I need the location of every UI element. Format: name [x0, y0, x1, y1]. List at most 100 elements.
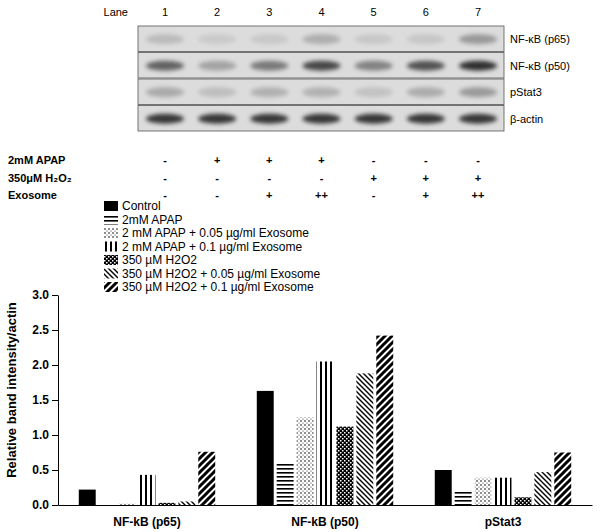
blot-band — [146, 87, 184, 97]
blot-strip — [138, 53, 504, 79]
legend: Control2mM APAP2 mM APAP + 0.05 µg/ml Ex… — [104, 199, 321, 294]
blot-band — [303, 34, 341, 44]
treatment-mark: + — [214, 154, 220, 166]
blot-band — [250, 34, 288, 44]
blot-band — [407, 87, 445, 97]
blot-band — [303, 87, 341, 97]
bar — [139, 475, 156, 505]
blot-band — [407, 114, 445, 124]
treatment-mark: - — [163, 172, 167, 184]
y-tick-mark — [52, 365, 58, 366]
legend-swatch — [104, 269, 118, 279]
blot-band — [355, 61, 393, 71]
y-tick-label: 0.0 — [32, 498, 49, 512]
bar — [178, 502, 195, 506]
bar — [317, 362, 334, 506]
treatment-mark: - — [163, 189, 167, 201]
bars — [79, 336, 571, 505]
y-tick-label: 3.0 — [32, 288, 49, 302]
blot-strip — [138, 79, 504, 105]
blot-band — [303, 61, 341, 71]
treatment-mark: - — [215, 172, 219, 184]
blot-band — [407, 34, 445, 44]
x-axis-line — [59, 505, 593, 506]
row-label: β-actin — [510, 113, 543, 125]
bar — [257, 391, 274, 505]
y-tick-label: 1.0 — [32, 428, 49, 442]
blot-band — [250, 87, 288, 97]
treatment-mark: - — [215, 189, 219, 201]
treatment-mark: + — [266, 189, 272, 201]
legend-swatch — [104, 255, 118, 265]
legend-swatch — [104, 228, 118, 238]
legend-label: 350 µM H2O2 — [122, 253, 197, 267]
legend-label: 350 µM H2O2 + 0.1 µg/ml Exosome — [122, 280, 314, 294]
treatment-mark: + — [370, 172, 376, 184]
treatment-label: Exosome — [8, 189, 57, 201]
figure: Lane1234567NF-κB (p65)NF-κB (p50)pStat3β… — [0, 0, 600, 532]
blot-band — [198, 87, 236, 97]
lane-number: 3 — [266, 6, 272, 18]
treatment-mark: - — [320, 172, 324, 184]
treatment-mark: + — [266, 154, 272, 166]
blot-strip — [138, 26, 504, 52]
bar — [554, 453, 571, 506]
legend-swatch — [104, 282, 118, 292]
x-tick-label: NF-kB (p65) — [113, 515, 180, 529]
legend-swatch — [104, 215, 118, 225]
y-tick: 0.0 — [32, 498, 58, 512]
bar — [495, 478, 512, 505]
x-tick-label: NF-kB (p50) — [291, 515, 358, 529]
y-tick-mark — [52, 400, 58, 401]
treatment-mark: + — [318, 154, 324, 166]
blot-strip — [138, 106, 504, 132]
treatment-mark: - — [163, 154, 167, 166]
bar — [514, 497, 531, 505]
y-tick-label: 0.5 — [32, 463, 49, 477]
y-tick-mark — [52, 330, 58, 331]
treatment-mark: - — [424, 154, 428, 166]
blot-band — [459, 114, 497, 124]
legend-label: Control — [122, 199, 161, 213]
legend-swatch — [104, 242, 118, 252]
lane-number: 7 — [475, 6, 481, 18]
y-tick: 2.0 — [32, 358, 58, 372]
y-tick: 2.5 — [32, 323, 58, 337]
row-label: NF-κB (p50) — [510, 60, 570, 72]
treatment-mark: - — [372, 154, 376, 166]
y-tick: 3.0 — [32, 288, 58, 302]
bar — [534, 472, 551, 505]
blot-band — [459, 34, 497, 44]
bar — [356, 373, 373, 505]
lane-number: 6 — [423, 6, 429, 18]
x-tick: pStat3 — [485, 505, 522, 529]
y-tick-label: 2.5 — [32, 323, 49, 337]
blot-band — [198, 114, 236, 124]
y-tick: 1.0 — [32, 428, 58, 442]
lane-number: 2 — [214, 6, 220, 18]
lane-number: 5 — [371, 6, 377, 18]
bar — [455, 492, 472, 505]
treatment-mark: - — [476, 154, 480, 166]
blot-band — [459, 87, 497, 97]
y-tick-mark — [52, 295, 58, 296]
y-tick-mark — [52, 435, 58, 436]
y-axis-line — [58, 296, 59, 506]
legend-label: 2 mM APAP + 0.1 µg/ml Exosome — [122, 240, 303, 254]
x-axis: NF-kB (p65) NF-kB (p50) pStat3 — [59, 505, 593, 529]
treatment-mark: + — [423, 172, 429, 184]
bar — [119, 504, 136, 505]
legend-swatch — [104, 201, 118, 211]
blot-band — [198, 61, 236, 71]
bar — [376, 336, 393, 505]
legend-label: 350 µM H2O2 + 0.05 µg/ml Exosome — [122, 267, 321, 281]
treatment-mark: - — [267, 172, 271, 184]
y-tick-label: 2.0 — [32, 358, 49, 372]
lane-number: 4 — [318, 6, 324, 18]
blot-band — [198, 34, 236, 44]
blot-band — [303, 114, 341, 124]
bar — [297, 418, 314, 506]
x-tick: NF-kB (p65) — [113, 505, 180, 529]
blot-band — [250, 114, 288, 124]
bar — [336, 427, 353, 505]
